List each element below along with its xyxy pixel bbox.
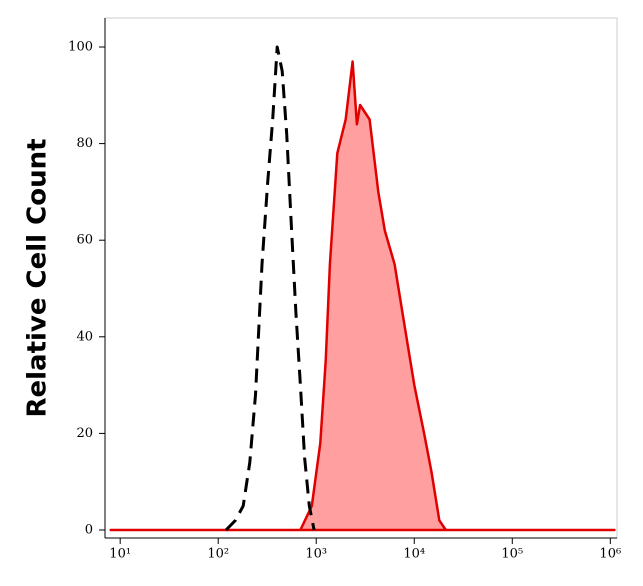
y-tick-label: 100 <box>68 40 93 55</box>
x-tick-label: 10² <box>207 547 229 562</box>
y-tick-label: 40 <box>76 329 93 344</box>
filled-histogram <box>109 60 616 532</box>
y-tick-label: 60 <box>76 233 93 248</box>
x-tick-label: 10³ <box>305 547 327 562</box>
y-tick-label: 80 <box>76 136 93 151</box>
x-tick-label: 10¹ <box>109 547 131 562</box>
y-tick-label: 0 <box>85 523 93 538</box>
y-tick-label: 20 <box>76 426 93 441</box>
x-tick-label: 10⁵ <box>501 547 523 562</box>
x-tick-label: 10⁶ <box>599 547 621 562</box>
y-axis-label: Relative Cell Count <box>23 138 53 417</box>
x-tick-label: 10⁴ <box>403 547 425 562</box>
histogram-line <box>224 45 316 532</box>
